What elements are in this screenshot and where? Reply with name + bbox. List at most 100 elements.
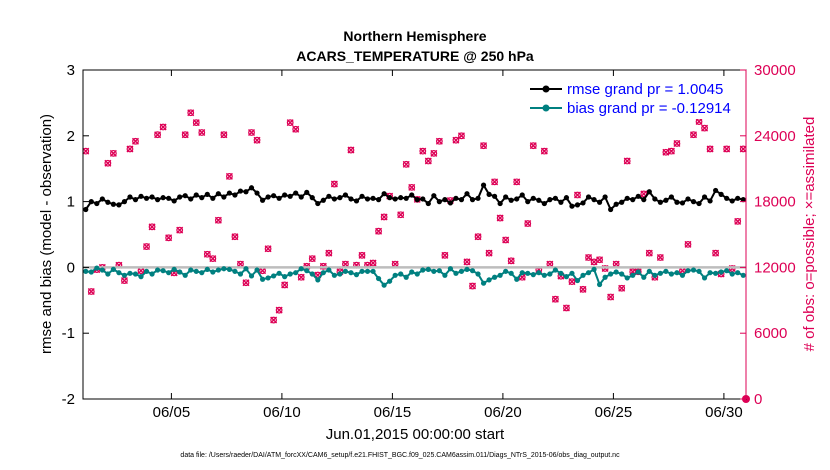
bias-point <box>508 270 514 276</box>
obs-assimilated-point <box>524 220 532 228</box>
bias-point <box>596 281 603 288</box>
obs-possible-point <box>485 249 493 257</box>
obs-possible-point <box>104 159 112 167</box>
bias-point <box>132 271 139 277</box>
rmse-point <box>580 200 586 206</box>
obs-assimilated-point <box>126 145 134 153</box>
x-tick-label: 06/20 <box>484 404 522 421</box>
obs-possible-point <box>248 129 255 136</box>
obs-possible-point <box>507 257 515 265</box>
bias-point <box>574 277 581 284</box>
bias-point <box>315 277 321 283</box>
obs-possible-point <box>358 251 366 259</box>
bias-point <box>425 266 431 272</box>
rmse-point <box>392 196 398 202</box>
bias-point <box>503 268 509 274</box>
obs-possible-point <box>435 137 443 145</box>
obs-assimilated-point <box>220 131 228 139</box>
obs-possible-point <box>701 124 708 132</box>
rmse-point <box>127 194 133 200</box>
bias-point <box>420 267 426 273</box>
bias-point <box>83 268 89 274</box>
bias-point <box>282 274 288 280</box>
rmse-point <box>83 206 89 213</box>
rmse-point <box>453 195 459 201</box>
rmse-point <box>486 191 492 197</box>
obs-assimilated-point <box>275 306 283 314</box>
rmse-point <box>320 197 326 203</box>
rmse-point <box>630 197 636 203</box>
obs-assimilated-point <box>292 125 300 133</box>
rmse-point <box>740 197 746 203</box>
rmse-point <box>364 196 371 202</box>
bias-point <box>105 271 111 277</box>
rmse-point <box>724 195 730 201</box>
legend-bias-marker <box>542 104 550 112</box>
legend-rmse-marker <box>542 85 550 93</box>
rmse-point <box>143 195 150 201</box>
chart-subtitle: ACARS_TEMPERATURE @ 250 hPa <box>296 48 534 64</box>
bias-point <box>271 273 277 279</box>
bias-point <box>657 270 663 276</box>
obs-assimilated-point <box>109 149 117 157</box>
obs-assimilated-point <box>347 146 355 154</box>
rmse-point <box>425 200 431 207</box>
rmse-point <box>657 199 663 205</box>
bias-point <box>486 277 492 283</box>
bias-point <box>337 271 343 277</box>
bias-point <box>237 271 244 277</box>
axes-layer: 06/05 06/10 06/15 06/20 06/25 06/30 -2 -1 0 1 2 3 0 6… <box>62 62 796 421</box>
bias-point <box>110 266 116 272</box>
rmse-point <box>447 200 454 206</box>
rmse-point <box>420 196 426 202</box>
obs-assimilated-point <box>496 214 504 222</box>
obs-assimilated-point <box>154 131 162 139</box>
y-left-tick-label: 1 <box>67 194 75 211</box>
obs-assimilated-point <box>143 243 151 251</box>
rmse-point <box>525 199 531 205</box>
rmse-point <box>276 195 282 201</box>
rmse-point <box>646 189 652 195</box>
obs-possible-point <box>452 136 460 144</box>
obs-possible-point <box>568 278 576 286</box>
obs-assimilated-point <box>281 281 289 289</box>
obs-assimilated-point <box>590 258 598 266</box>
obs-assimilated-point <box>690 131 698 139</box>
x-axis-label: Jun.01,2015 00:00:00 start <box>326 426 505 443</box>
obs-possible-point <box>474 233 482 241</box>
obs-count-layer <box>82 109 750 403</box>
obs-assimilated-point <box>408 183 416 191</box>
bias-point <box>342 268 349 274</box>
bias-point <box>707 270 713 276</box>
obs-possible-point <box>126 145 134 153</box>
rmse-point <box>132 197 139 203</box>
obs-possible-point <box>226 172 233 180</box>
obs-possible-point <box>529 142 537 150</box>
legend: rmse grand pr = 1.0045 bias grand pr = -… <box>527 77 745 119</box>
rmse-point <box>685 196 691 202</box>
rmse-point <box>563 195 570 201</box>
obs-possible-point <box>551 295 559 303</box>
obs-assimilated-point <box>242 279 250 287</box>
y-right-tick-label: 30000 <box>754 62 796 79</box>
legend-box <box>527 77 745 119</box>
rmse-point <box>458 197 465 203</box>
bias-point <box>690 267 697 273</box>
rmse-point <box>121 199 128 205</box>
obs-possible-point <box>109 149 117 157</box>
bias-point <box>514 276 520 282</box>
bias-point <box>547 271 553 277</box>
bias-point <box>458 268 465 274</box>
bias-point <box>248 273 255 279</box>
rmse-point <box>585 194 592 200</box>
rmse-point <box>105 199 111 205</box>
obs-assimilated-point <box>259 267 267 275</box>
obs-possible-point <box>574 191 581 199</box>
bias-point <box>453 270 459 276</box>
obs-possible-point <box>154 131 161 139</box>
bias-point <box>154 267 161 273</box>
rmse-point <box>608 206 614 213</box>
obs-assimilated-point <box>435 137 443 145</box>
rmse-point <box>259 197 266 203</box>
obs-possible-point <box>706 145 714 153</box>
